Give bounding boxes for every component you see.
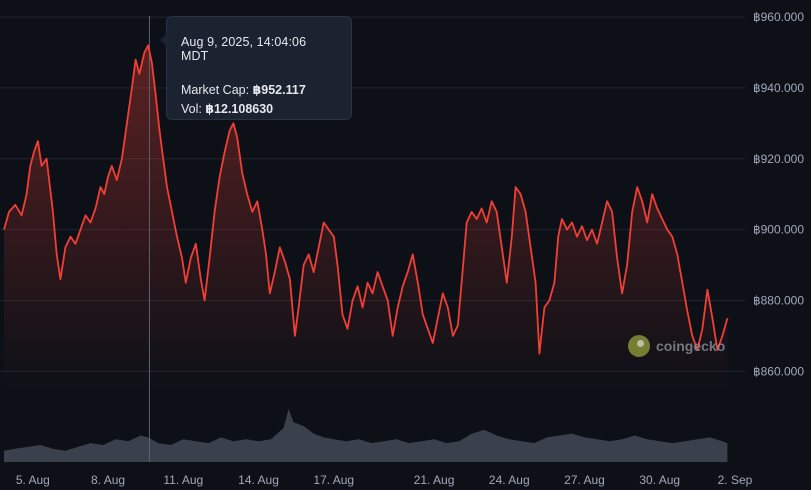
x-axis-labels: 5. Aug 8. Aug 11. Aug 14. Aug 17. Aug 21. Aug…: [16, 473, 753, 487]
tooltip-market-cap-value: ฿952.117: [252, 83, 306, 97]
tooltip-volume-label: Vol:: [181, 102, 202, 116]
y-tick-label: ฿940.000: [753, 81, 804, 95]
x-tick-label: 21. Aug: [414, 473, 455, 487]
tooltip-market-cap: Market Cap: ฿952.117: [181, 82, 337, 97]
x-tick-label: 8. Aug: [91, 473, 125, 487]
x-tick-label: 14. Aug: [238, 473, 279, 487]
market-cap-line: [3, 44, 729, 355]
y-tick-label: ฿860.000: [753, 364, 804, 378]
coingecko-gecko-icon: [628, 335, 650, 357]
x-tick-label: 5. Aug: [16, 473, 50, 487]
x-tick-label: 27. Aug: [564, 473, 605, 487]
market-cap-area: [4, 45, 728, 390]
tooltip-volume: Vol: ฿12.108630: [181, 101, 337, 116]
tooltip-volume-value: ฿12.108630: [205, 102, 274, 116]
volume-area: [4, 409, 728, 462]
y-tick-label: ฿960.000: [753, 10, 804, 24]
x-tick-label: 2. Sep: [718, 473, 753, 487]
x-tick-label: 11. Aug: [163, 473, 203, 487]
x-tick-label: 17. Aug: [313, 473, 354, 487]
x-tick-label: 24. Aug: [489, 473, 530, 487]
y-axis-labels: ฿860.000 ฿880.000 ฿900.000 ฿920.000 ฿940.000…: [753, 10, 804, 378]
coingecko-watermark: coingecko: [628, 335, 725, 357]
tooltip-date: Aug 9, 2025, 14:04:06 MDT: [181, 35, 307, 63]
watermark-text: coingecko: [656, 338, 726, 354]
volume-bars: [4, 409, 728, 462]
y-tick-label: ฿920.000: [753, 152, 804, 166]
y-tick-label: ฿900.000: [753, 223, 804, 237]
tooltip-market-cap-label: Market Cap:: [181, 83, 250, 97]
x-tick-label: 30. Aug: [639, 473, 680, 487]
y-tick-label: ฿880.000: [753, 293, 804, 307]
tooltip: Aug 9, 2025, 14:04:06 MDT Market Cap: ฿9…: [160, 16, 352, 120]
